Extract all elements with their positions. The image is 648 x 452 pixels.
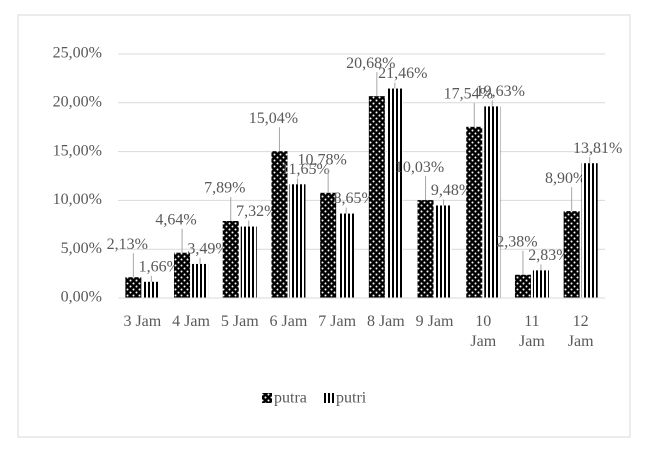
data-label: 10,03%	[395, 159, 444, 176]
bar	[271, 151, 288, 298]
bar	[581, 163, 598, 298]
bar	[320, 192, 337, 298]
y-tick-label: 15,00%	[53, 142, 102, 159]
data-label: 7,32%	[236, 203, 277, 220]
bar	[484, 106, 501, 299]
y-tick-label: 20,00%	[53, 93, 102, 110]
data-label: 15,04%	[249, 110, 298, 127]
bar	[514, 274, 531, 298]
x-tick-label: 3 Jam	[123, 313, 162, 330]
data-label: 2,13%	[107, 236, 148, 253]
bar	[466, 126, 483, 298]
data-label: 20,68%	[346, 55, 395, 72]
bar	[417, 200, 434, 298]
bar	[174, 252, 191, 298]
data-label: 11,65%	[281, 161, 330, 178]
data-label: 19,63%	[476, 83, 525, 100]
data-label: 3,49%	[187, 241, 228, 258]
bar	[386, 88, 403, 298]
bar	[289, 184, 306, 298]
data-label: 1,66%	[139, 258, 180, 275]
y-tick-label: 0,00%	[61, 289, 102, 306]
x-tick-label: 11 Jam	[519, 313, 545, 350]
legend-label: putra	[274, 390, 307, 407]
x-tick-label: 5 Jam	[220, 313, 259, 330]
bar	[222, 220, 239, 298]
data-label: 10,78%	[297, 151, 346, 168]
data-label: 7,89%	[204, 180, 245, 197]
y-tick-label: 25,00%	[53, 45, 102, 62]
data-label: 9,48%	[431, 182, 472, 199]
data-label: 13,81%	[573, 140, 622, 157]
x-tick-label: 8 Jam	[366, 313, 405, 330]
bar	[368, 96, 385, 298]
bar	[338, 213, 355, 298]
data-label: 21,46%	[378, 65, 427, 82]
bar	[192, 263, 209, 298]
x-tick-label: 4 Jam	[172, 313, 210, 330]
bar	[240, 226, 257, 298]
data-label: 2,38%	[496, 233, 537, 250]
x-tick-label: 12 Jam	[567, 313, 594, 350]
bar	[563, 211, 580, 298]
data-label: 17,54%	[444, 85, 493, 102]
y-tick-label: 5,00%	[61, 240, 102, 257]
bar	[532, 270, 549, 298]
data-label: 4,64%	[155, 211, 196, 228]
data-label: 8,65%	[333, 190, 374, 207]
legend-label: putri	[336, 390, 367, 407]
bar	[143, 281, 160, 298]
y-tick-label: 10,00%	[53, 191, 102, 208]
x-tick-label: 9 Jam	[415, 313, 454, 330]
data-label: 2,83%	[528, 247, 569, 264]
x-tick-label: 7 Jam	[318, 313, 357, 330]
legend-swatch	[262, 393, 272, 403]
bar	[435, 205, 452, 298]
legend-swatch	[324, 393, 334, 403]
x-tick-label: 6 Jam	[269, 313, 308, 330]
bar	[125, 277, 142, 298]
data-label: 8,90%	[545, 170, 586, 187]
x-tick-label: 10 Jam	[470, 313, 497, 350]
